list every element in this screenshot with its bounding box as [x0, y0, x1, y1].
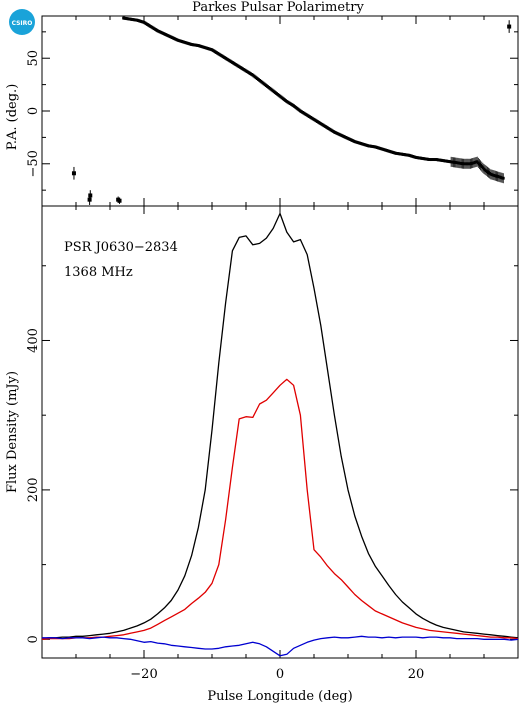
pulsar-name-annotation: PSR J0630−2834 — [64, 240, 178, 255]
pa-point — [88, 193, 93, 198]
pa-point — [71, 171, 76, 176]
pa-panel-frame — [41, 15, 519, 207]
pa-data-points — [71, 16, 512, 205]
pa-axis-ticks: −50 0 50 — [26, 16, 518, 206]
flux-xtick-label: 0 — [276, 667, 284, 682]
flux-ytick-label: 0 — [26, 635, 41, 643]
pa-ytick-label: 50 — [26, 50, 41, 67]
frequency-annotation: 1368 MHz — [64, 265, 133, 280]
csiro-logo: CSIRO — [9, 9, 35, 35]
flux-ytick-label: 200 — [26, 477, 41, 502]
pa-axis-label: P.A. (deg.) — [5, 84, 20, 151]
flux-ytick-label: 400 — [26, 328, 41, 353]
flux-profiles — [41, 212, 519, 657]
pa-point — [501, 176, 505, 180]
flux-xtick-label: 20 — [408, 667, 425, 682]
csiro-logo-text: CSIRO — [12, 20, 33, 27]
flux-xtick-label: −20 — [130, 667, 157, 682]
pa-ytick-label: −50 — [26, 150, 41, 177]
flux-axis-ticks: 0 200 400 −20 0 20 — [26, 206, 518, 682]
pa-point — [507, 24, 512, 29]
circular-profile-line — [42, 635, 519, 657]
pa-point — [87, 197, 92, 202]
flux-axis-label: Flux Density (mJy) — [5, 371, 20, 493]
pa-ytick-label: 0 — [26, 107, 41, 115]
csiro-logo-badge — [9, 9, 35, 35]
chart-title: Parkes Pulsar Polarimetry — [192, 0, 364, 15]
x-axis-label: Pulse Longitude (deg) — [207, 689, 352, 704]
pa-point — [117, 198, 122, 203]
linear-profile-line — [41, 378, 519, 640]
total-profile-line — [41, 212, 519, 640]
